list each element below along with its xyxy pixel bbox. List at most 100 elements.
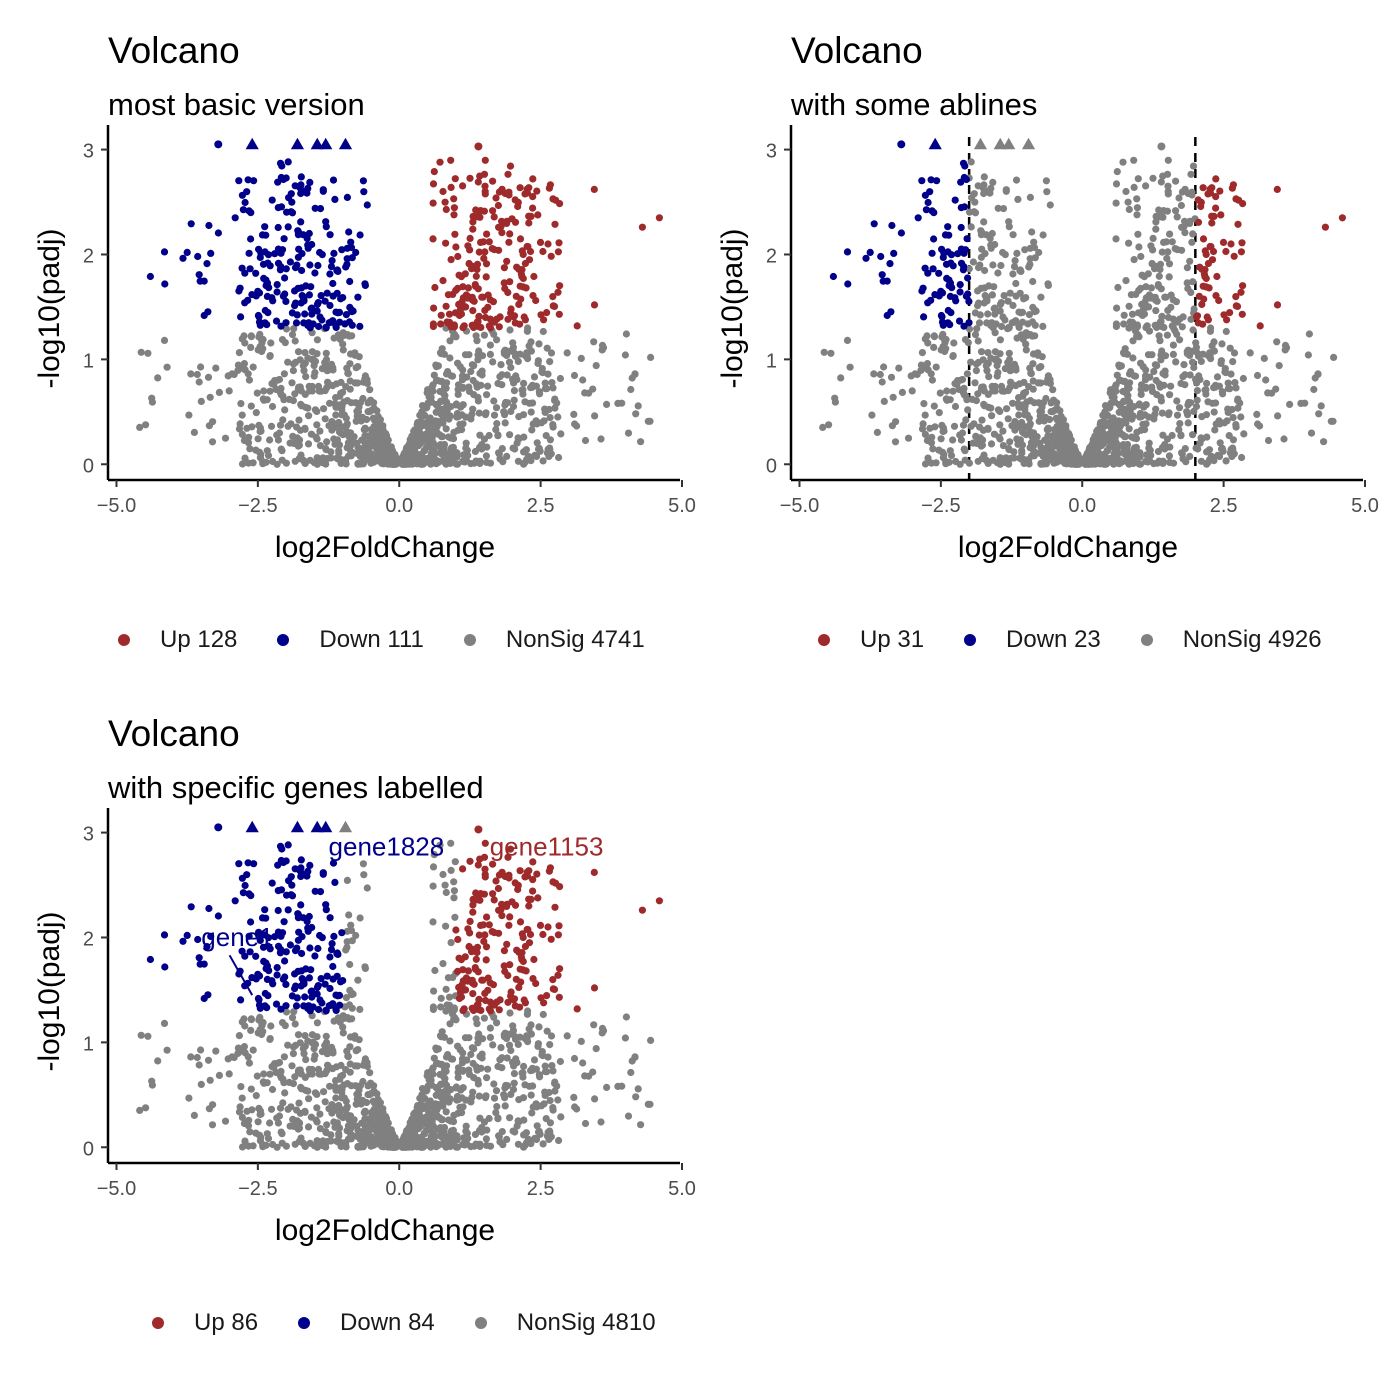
point-nonsig <box>520 379 528 387</box>
point-nonsig <box>441 398 449 406</box>
x-tick-label: 5.0 <box>1351 495 1379 517</box>
point-nonsig <box>422 435 430 443</box>
point-down <box>352 248 360 257</box>
point-nonsig <box>506 326 514 334</box>
point-up <box>459 182 467 190</box>
point-nonsig <box>249 1142 257 1150</box>
point-nonsig <box>1132 456 1140 464</box>
legend-item-up: Up 128 <box>118 626 237 654</box>
point-nonsig <box>354 1046 362 1054</box>
point-nonsig <box>904 434 913 442</box>
point-down <box>956 281 964 289</box>
capped-point-down <box>319 137 333 150</box>
point-down <box>921 264 929 272</box>
point-nonsig <box>266 387 274 395</box>
point-nonsig <box>1222 457 1230 465</box>
point-nonsig <box>919 420 927 428</box>
point-up <box>516 282 524 290</box>
point-nonsig <box>1152 225 1160 233</box>
point-nonsig <box>427 393 435 401</box>
point-nonsig <box>998 322 1006 331</box>
point-nonsig <box>291 358 300 366</box>
point-nonsig <box>235 349 243 357</box>
point-nonsig <box>319 1137 327 1145</box>
point-down <box>897 140 906 149</box>
point-nonsig <box>440 350 448 358</box>
point-nonsig <box>277 391 285 399</box>
point-nonsig <box>1022 388 1030 396</box>
point-nonsig <box>1111 453 1119 461</box>
point-up <box>1220 311 1228 319</box>
point-down <box>299 231 307 239</box>
point-up <box>1204 316 1212 324</box>
point-nonsig <box>302 1056 310 1064</box>
point-nonsig <box>323 1121 331 1129</box>
point-nonsig <box>1175 426 1183 434</box>
point-nonsig <box>1129 337 1137 345</box>
point-down <box>291 182 299 190</box>
point-down <box>965 319 973 327</box>
point-nonsig <box>332 1094 340 1102</box>
point-down <box>944 248 952 256</box>
point-nonsig <box>1224 385 1232 393</box>
point-nonsig <box>541 385 550 393</box>
point-nonsig <box>323 438 331 446</box>
point-nonsig <box>215 388 223 396</box>
point-nonsig <box>1148 351 1156 359</box>
point-nonsig <box>367 1079 375 1087</box>
point-down <box>297 186 305 194</box>
point-nonsig <box>637 438 645 446</box>
point-nonsig <box>347 921 355 929</box>
point-nonsig <box>316 442 324 450</box>
point-nonsig <box>308 348 316 356</box>
point-down <box>273 288 281 296</box>
point-nonsig <box>1172 177 1180 185</box>
point-nonsig <box>1178 246 1186 254</box>
point-up <box>1239 282 1247 290</box>
point-nonsig <box>961 456 969 464</box>
point-nonsig <box>285 395 293 403</box>
point-nonsig <box>1155 272 1163 280</box>
point-up <box>441 198 449 206</box>
point-nonsig <box>1022 346 1030 354</box>
point-nonsig <box>547 349 556 357</box>
point-nonsig <box>1026 244 1034 252</box>
point-nonsig <box>423 403 431 411</box>
point-down <box>238 264 246 272</box>
point-nonsig <box>1196 376 1204 384</box>
y-tick-label: 1 <box>766 350 777 372</box>
point-nonsig <box>1173 213 1181 221</box>
point-down <box>924 198 932 207</box>
point-nonsig <box>514 434 522 442</box>
point-nonsig <box>539 457 547 465</box>
point-down <box>268 196 276 204</box>
chart-title: Volcano <box>108 713 240 754</box>
point-nonsig <box>930 332 938 340</box>
point-nonsig <box>281 339 289 347</box>
point-nonsig <box>301 1107 309 1115</box>
point-nonsig <box>937 435 945 443</box>
point-nonsig <box>144 349 152 357</box>
point-nonsig <box>880 397 888 405</box>
point-nonsig <box>1005 460 1013 468</box>
point-nonsig <box>1173 411 1182 419</box>
point-nonsig <box>1020 295 1028 303</box>
point-nonsig <box>1197 434 1205 442</box>
point-nonsig <box>462 1127 470 1135</box>
point-nonsig <box>534 1040 543 1048</box>
point-down <box>944 306 952 315</box>
point-down <box>261 319 269 327</box>
point-nonsig <box>1021 246 1029 254</box>
point-nonsig <box>868 411 876 419</box>
point-nonsig <box>437 405 445 413</box>
point-up <box>507 305 515 313</box>
point-nonsig <box>197 397 205 405</box>
point-nonsig <box>294 442 302 450</box>
point-down <box>291 302 299 310</box>
point-up <box>525 219 533 227</box>
point-nonsig <box>989 178 997 186</box>
point-nonsig <box>1037 293 1045 301</box>
point-nonsig <box>420 1130 429 1138</box>
point-nonsig <box>1152 405 1160 413</box>
point-nonsig <box>533 1122 541 1130</box>
